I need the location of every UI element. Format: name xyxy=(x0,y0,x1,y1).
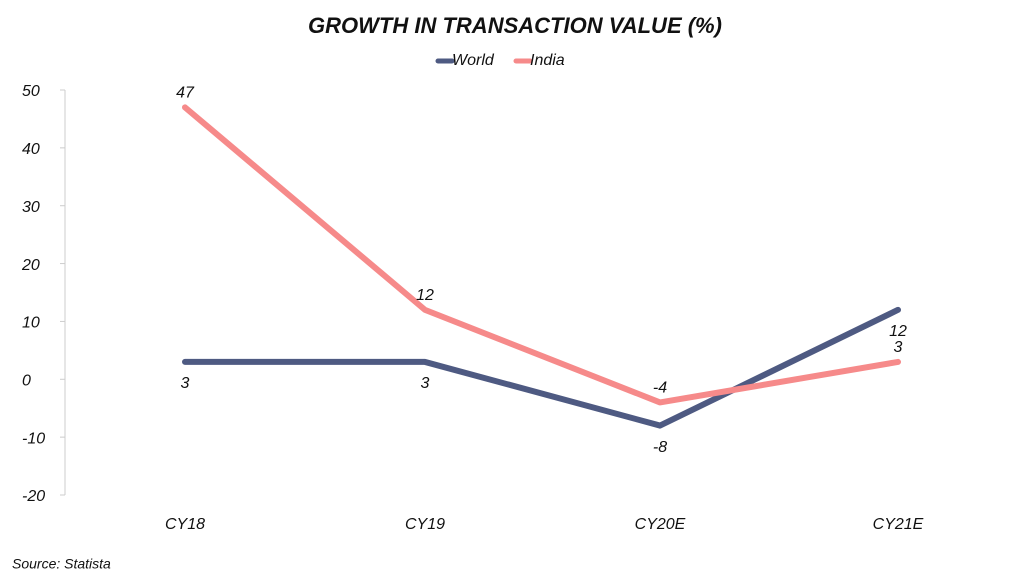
data-label: 3 xyxy=(181,375,190,392)
y-tick-label: 50 xyxy=(22,83,40,100)
data-label: -8 xyxy=(653,439,667,456)
x-tick-label: CY19 xyxy=(405,516,445,533)
data-label: 12 xyxy=(416,287,434,304)
y-tick-label: 20 xyxy=(21,257,40,274)
y-tick-label: -20 xyxy=(22,488,45,505)
data-label: -4 xyxy=(653,380,667,397)
y-tick-label: 30 xyxy=(22,199,40,216)
x-tick-label: CY18 xyxy=(165,516,205,533)
x-tick-label: CY21E xyxy=(873,516,924,533)
y-tick-label: 40 xyxy=(22,141,40,158)
y-tick-label: 10 xyxy=(22,315,40,332)
data-label: 3 xyxy=(421,375,430,392)
chart-title: GROWTH IN TRANSACTION VALUE (%) xyxy=(308,13,722,38)
data-label: 47 xyxy=(176,85,195,102)
series-line xyxy=(182,306,901,429)
legend-label: India xyxy=(530,52,565,69)
y-tick-label: -10 xyxy=(22,430,45,447)
y-tick-label: 0 xyxy=(22,373,31,390)
series-line xyxy=(182,104,901,406)
legend-label: World xyxy=(452,52,495,69)
data-label: 3 xyxy=(894,339,903,356)
data-label: 12 xyxy=(889,323,907,340)
x-tick-label: CY20E xyxy=(635,516,686,533)
source-note: Source: Statista xyxy=(12,556,111,572)
